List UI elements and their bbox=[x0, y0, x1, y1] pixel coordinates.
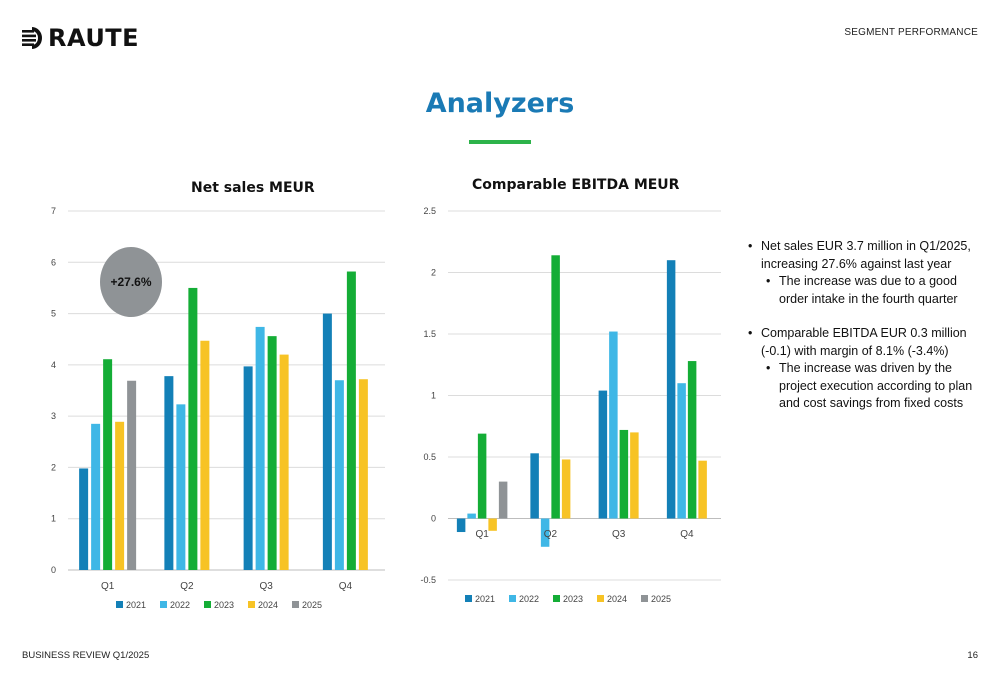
page-title: Analyzers bbox=[425, 88, 575, 119]
bar-q2-2023 bbox=[188, 287, 198, 570]
legend-label-2024: 2024 bbox=[607, 594, 627, 604]
bar-q1-2023 bbox=[103, 359, 113, 570]
legend-swatch-2023 bbox=[553, 595, 560, 602]
bar-q3-2021 bbox=[243, 366, 253, 570]
legend-swatch-2024 bbox=[597, 595, 604, 602]
growth-annotation-bubble: +27.6% bbox=[100, 247, 162, 317]
legend-swatch-2025 bbox=[292, 601, 299, 608]
bar-q4-2023 bbox=[687, 361, 697, 519]
y-tick-label: 3 bbox=[51, 411, 56, 421]
bar-q2-2022 bbox=[176, 404, 186, 570]
bar-q2-2024 bbox=[561, 459, 571, 519]
bar-q4-2022 bbox=[334, 380, 344, 570]
bar-q1-2021 bbox=[456, 518, 466, 533]
y-tick-label: 0 bbox=[431, 514, 436, 524]
bar-q2-2022 bbox=[540, 518, 550, 547]
y-tick-label: -0.5 bbox=[420, 575, 436, 585]
y-tick-label: 2.5 bbox=[423, 206, 436, 216]
bar-q4-2024 bbox=[698, 460, 707, 519]
commentary-bullets: Net sales EUR 3.7 million in Q1/2025, in… bbox=[748, 238, 978, 413]
bar-q4-2021 bbox=[322, 313, 332, 570]
bar-q2-2023 bbox=[551, 255, 560, 519]
legend-label-2023: 2023 bbox=[214, 600, 234, 610]
bar-q2-2024 bbox=[200, 340, 210, 570]
bar-q3-2021 bbox=[598, 390, 608, 519]
bar-q3-2022 bbox=[255, 326, 265, 570]
y-tick-label: 4 bbox=[51, 360, 56, 370]
bar-q2-2021 bbox=[530, 453, 539, 519]
y-tick-label: 5 bbox=[51, 309, 56, 319]
legend-swatch-2023 bbox=[204, 601, 211, 608]
y-tick-label: 6 bbox=[51, 257, 56, 267]
bar-q2-2021 bbox=[164, 376, 174, 570]
raute-logo: RAUTE bbox=[22, 24, 139, 52]
x-category-label: Q1 bbox=[475, 529, 489, 540]
bar-q1-2024 bbox=[115, 421, 125, 570]
legend-swatch-2021 bbox=[116, 601, 123, 608]
page-number: 16 bbox=[967, 650, 978, 661]
bar-q3-2023 bbox=[619, 429, 629, 519]
bar-q3-2024 bbox=[630, 432, 639, 519]
y-tick-label: 1 bbox=[51, 514, 56, 524]
legend-label-2025: 2025 bbox=[302, 600, 322, 610]
bar-q1-2025 bbox=[498, 481, 508, 519]
bar-q1-2022 bbox=[467, 513, 476, 519]
bullet-ebitda-detail: The increase was driven by the project e… bbox=[766, 360, 978, 413]
y-tick-label: 1.5 bbox=[423, 329, 436, 339]
ebitda-chart-title: Comparable EBITDA MEUR bbox=[472, 177, 680, 193]
bar-q4-2023 bbox=[346, 271, 356, 570]
logo-text: RAUTE bbox=[48, 24, 140, 52]
bar-q3-2024 bbox=[279, 354, 289, 570]
legend-label-2021: 2021 bbox=[126, 600, 146, 610]
y-tick-label: 0 bbox=[51, 565, 56, 575]
net-sales-chart: 0 1 2 3 4 5 6 7 Q1 Q2 Q3 Q4 2021 2022 2023 2024 2025 bbox=[51, 206, 385, 610]
bar-q4-2022 bbox=[677, 383, 686, 519]
y-tick-label: 0.5 bbox=[423, 452, 436, 462]
legend-swatch-2021 bbox=[465, 595, 472, 602]
bar-q1-2025 bbox=[127, 380, 137, 570]
legend-label-2021: 2021 bbox=[475, 594, 495, 604]
legend-label-2024: 2024 bbox=[258, 600, 278, 610]
legend-swatch-2025 bbox=[641, 595, 648, 602]
net-sales-chart-title: Net sales MEUR bbox=[191, 180, 315, 196]
bullet-ebitda: Comparable EBITDA EUR 0.3 million (-0.1)… bbox=[748, 325, 978, 360]
ebitda-chart: -0.5 0 0.5 1 1.5 2 2.5 Q1 Q2 Q3 Q4 2021 2022 2023 2024… bbox=[420, 206, 721, 604]
x-category-label: Q4 bbox=[680, 529, 694, 540]
legend-swatch-2022 bbox=[160, 601, 167, 608]
y-tick-label: 2 bbox=[431, 268, 436, 278]
legend-swatch-2022 bbox=[509, 595, 516, 602]
footer-label: BUSINESS REVIEW Q1/2025 bbox=[22, 650, 150, 661]
bullet-net-sales: Net sales EUR 3.7 million in Q1/2025, in… bbox=[748, 238, 978, 273]
bar-q1-2024 bbox=[488, 518, 497, 531]
y-tick-label: 7 bbox=[51, 206, 56, 216]
bar-q3-2022 bbox=[609, 331, 618, 519]
bar-q4-2024 bbox=[358, 379, 368, 570]
x-category-label: Q4 bbox=[339, 581, 353, 592]
legend-label-2022: 2022 bbox=[519, 594, 539, 604]
title-underline bbox=[469, 140, 531, 144]
x-category-label: Q2 bbox=[180, 581, 194, 592]
bar-q1-2022 bbox=[91, 423, 101, 570]
x-category-label: Q3 bbox=[612, 529, 626, 540]
x-category-label: Q1 bbox=[101, 581, 115, 592]
bullet-net-sales-detail: The increase was due to a good order int… bbox=[766, 273, 978, 308]
x-category-label: Q3 bbox=[259, 581, 273, 592]
legend-swatch-2024 bbox=[248, 601, 255, 608]
legend-label-2022: 2022 bbox=[170, 600, 190, 610]
bar-q1-2021 bbox=[79, 468, 89, 570]
legend-label-2025: 2025 bbox=[651, 594, 671, 604]
bar-q4-2021 bbox=[666, 260, 676, 519]
legend-label-2023: 2023 bbox=[563, 594, 583, 604]
bar-q1-2023 bbox=[477, 433, 487, 519]
x-category-label: Q2 bbox=[544, 529, 558, 540]
bar-q3-2023 bbox=[267, 336, 277, 570]
section-label: SEGMENT PERFORMANCE bbox=[844, 27, 978, 38]
raute-globe-icon bbox=[22, 27, 42, 49]
y-tick-label: 1 bbox=[431, 391, 436, 401]
y-tick-label: 2 bbox=[51, 462, 56, 472]
